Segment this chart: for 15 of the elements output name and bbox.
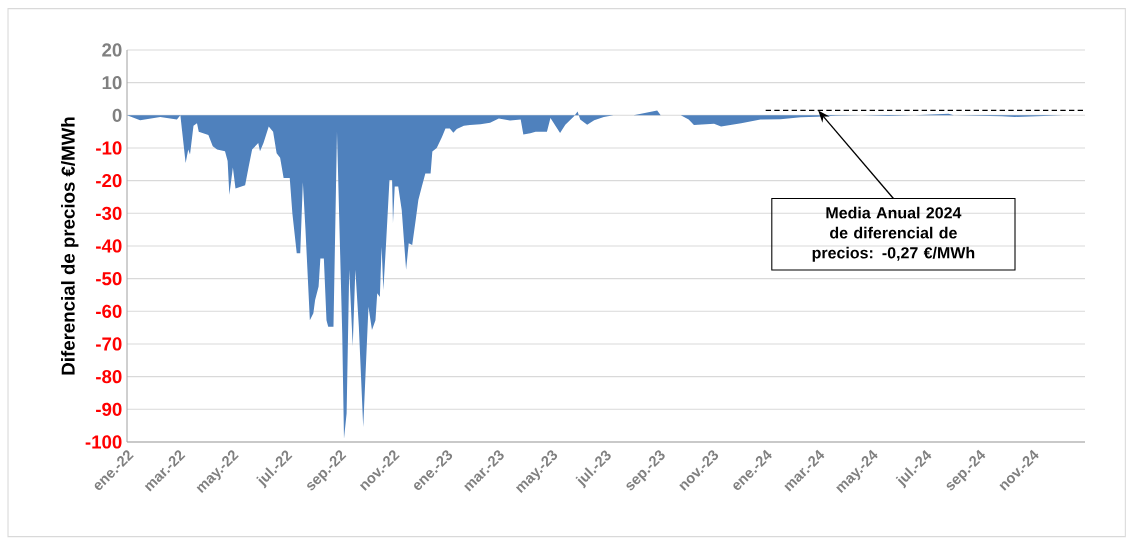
y-tick-label: 0 [112, 108, 122, 122]
y-tick-label: 20 [102, 43, 122, 57]
y-tick-label: -10 [96, 141, 122, 155]
y-axis-title: Diferencial de precios €/MWh [61, 117, 79, 375]
annotation: Media Anual 2024 de diferencial de precios: -0,27 €/MWh [812, 206, 975, 262]
y-tick-label: -90 [96, 402, 122, 416]
y-tick-label: -70 [96, 337, 122, 351]
y-tick-label: -20 [96, 174, 122, 188]
y-tick-label: -50 [96, 272, 122, 286]
y-tick-label: -40 [96, 239, 122, 253]
y-tick-label: -60 [96, 304, 122, 318]
y-tick-label: 10 [102, 76, 122, 90]
y-tick-label: -100 [85, 435, 122, 449]
y-tick-label: -80 [96, 370, 122, 384]
y-tick-label: -30 [96, 206, 122, 220]
